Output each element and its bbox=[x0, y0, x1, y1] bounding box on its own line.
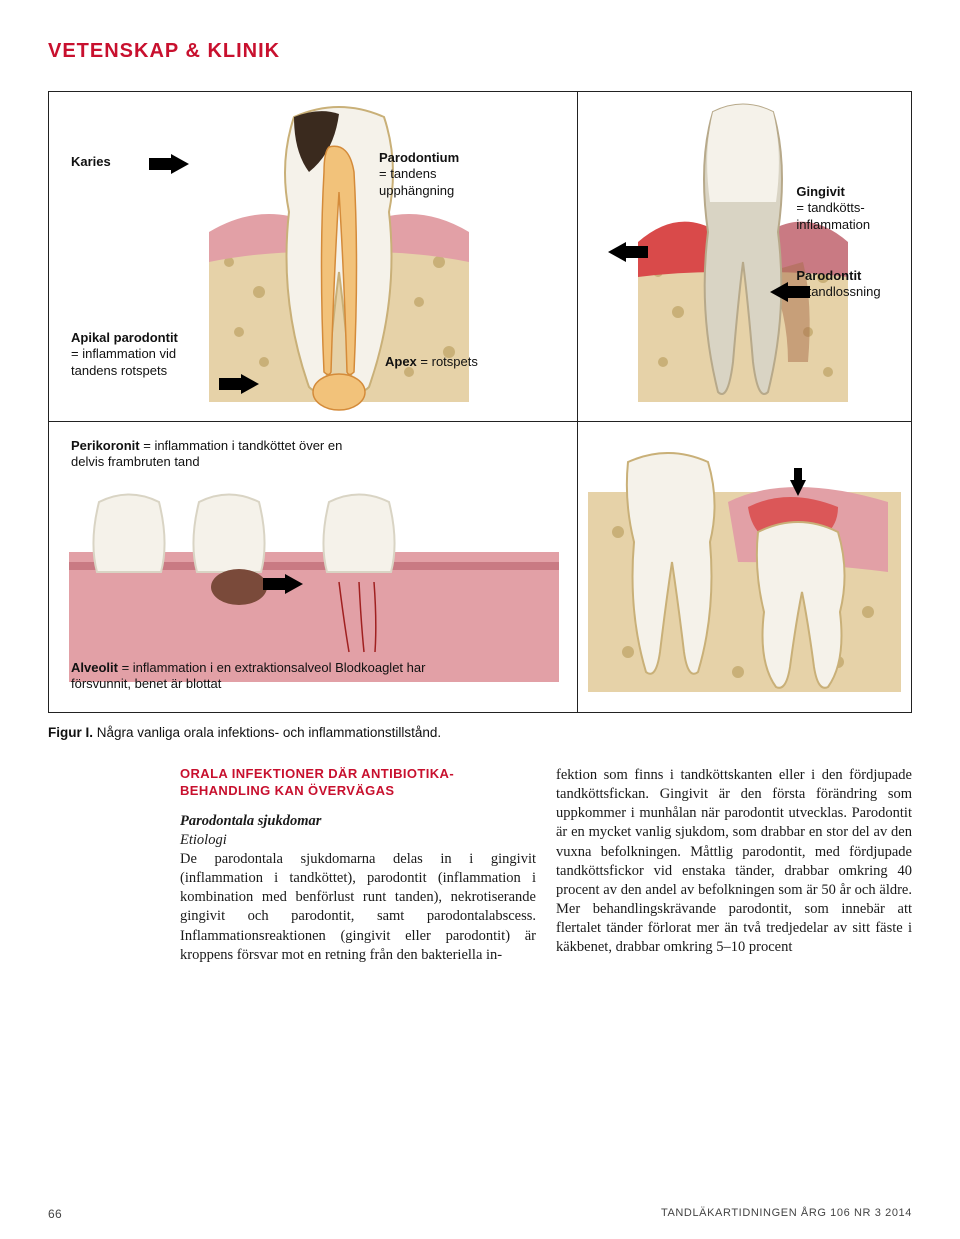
label-apex: Apex = rotspets bbox=[385, 354, 478, 370]
subhead-parodontala: Parodontala sjukdomar bbox=[180, 812, 536, 831]
tooth-disease-icon bbox=[638, 102, 848, 412]
label-parodontium: Parodontium= tandens upphängning bbox=[379, 150, 489, 199]
arrow-icon bbox=[790, 480, 806, 496]
arrow-icon bbox=[770, 282, 788, 302]
label-gingivit: Gingivit= tandkötts­inflammation bbox=[796, 184, 906, 233]
figure-caption: Figur I. Några vanliga orala infektions-… bbox=[48, 725, 912, 740]
body-text: ORALA INFEKTIONER DÄR ANTIBIOTIKA­BEHAND… bbox=[48, 766, 912, 965]
figure-box: Karies Parodontium= tandens upphängning … bbox=[48, 91, 912, 713]
arrow-icon bbox=[285, 574, 303, 594]
label-alveolit: Alveolit = inflammation i en extraktions… bbox=[71, 660, 431, 693]
label-parodontit: Parodontit= tandlossning bbox=[796, 268, 906, 301]
column-right: fektion som finns i tandköttskanten elle… bbox=[556, 766, 912, 965]
arrow-icon bbox=[608, 242, 626, 262]
paragraph-col2: fektion som finns i tandköttskanten elle… bbox=[556, 766, 912, 957]
footer-publication: TANDLÄKARTIDNINGEN ÅRG 106 NR 3 2014 bbox=[661, 1207, 912, 1221]
section-header: VETENSKAP & KLINIK bbox=[48, 40, 912, 63]
panel-alveolit: Perikoronit = inflammation i tandköttet … bbox=[49, 422, 578, 712]
page-number: 66 bbox=[48, 1207, 62, 1221]
label-perikoronit: Perikoronit = inflammation i tandköttet … bbox=[71, 438, 371, 471]
label-karies: Karies bbox=[71, 154, 111, 170]
label-apikal: Apikal parodontit= inflammation vid tand… bbox=[71, 330, 191, 379]
page-footer: 66 TANDLÄKARTIDNINGEN ÅRG 106 NR 3 2014 bbox=[48, 1207, 912, 1221]
arrow-icon bbox=[171, 154, 189, 174]
section-heading: ORALA INFEKTIONER DÄR ANTIBIOTIKA­BEHAND… bbox=[180, 766, 536, 800]
panel-gingivit-parodontit: Gingivit= tandkötts­inflammation Parodon… bbox=[578, 92, 911, 422]
perikoronit-icon bbox=[588, 452, 901, 702]
panel-perikoronit bbox=[578, 422, 911, 712]
subhead-etiologi: Etiologi bbox=[180, 831, 536, 850]
arrow-icon bbox=[241, 374, 259, 394]
paragraph-col1: De parodontala sjukdomarna delas in i gi… bbox=[180, 850, 536, 965]
panel-tooth-anatomy: Karies Parodontium= tandens upphängning … bbox=[49, 92, 578, 422]
column-left: ORALA INFEKTIONER DÄR ANTIBIOTIKA­BEHAND… bbox=[180, 766, 536, 965]
